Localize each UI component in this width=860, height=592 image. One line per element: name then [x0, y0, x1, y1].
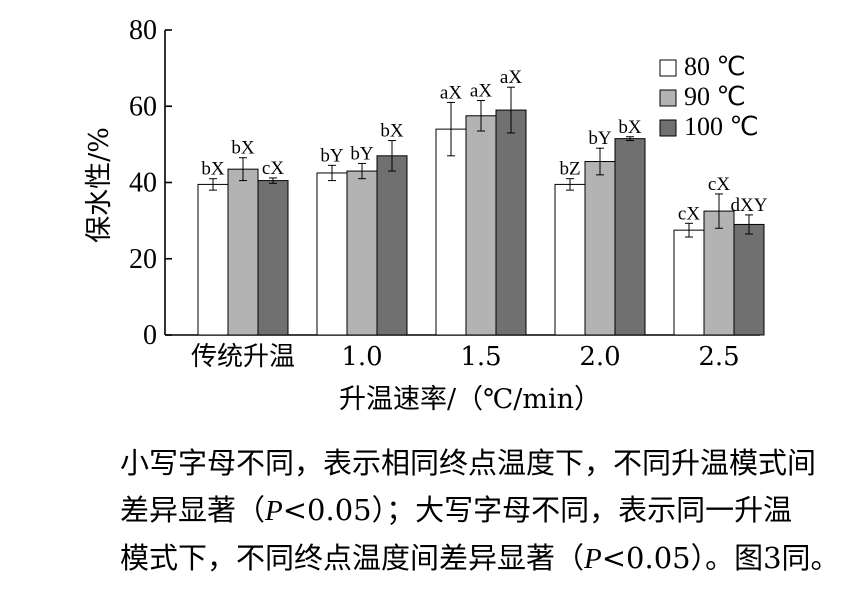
- bar: [197, 183, 229, 336]
- x-tick-label: 1.0: [341, 342, 382, 372]
- significance-label: bY: [350, 143, 374, 164]
- bar: [584, 161, 616, 336]
- legend-label: 90 ℃: [684, 82, 746, 111]
- bar: [376, 155, 408, 336]
- significance-label: bX: [201, 159, 225, 180]
- significance-label: bX: [618, 117, 642, 138]
- legend-swatch: [659, 59, 677, 77]
- legend-swatch: [659, 119, 677, 137]
- bar: [465, 115, 497, 336]
- x-tick-label: 2.5: [698, 342, 739, 372]
- significance-label: cX: [708, 174, 730, 195]
- footnote-line-3: 模式下，不同终点温度间差异显著（P<0.05）。图3同。: [120, 535, 840, 583]
- x-tick-label: 传统升温: [191, 342, 295, 372]
- legend-label: 80 ℃: [684, 52, 746, 81]
- footnote-line-2-p: P: [265, 495, 283, 527]
- footnote-line-1: 小写字母不同，表示相同终点温度下，不同升温模式间: [120, 440, 840, 487]
- x-tick-label: 1.5: [460, 342, 501, 372]
- bar: [673, 229, 705, 336]
- bar: [703, 210, 735, 336]
- y-tick-label: 80: [129, 15, 157, 46]
- y-tick-label: 60: [129, 91, 157, 122]
- legend-swatch: [659, 89, 677, 107]
- y-axis-label: 保水性/%: [84, 127, 115, 243]
- bar: [554, 183, 586, 336]
- y-tick-label: 40: [129, 168, 157, 199]
- x-tick-label: 2.0: [579, 342, 620, 372]
- significance-label: cX: [678, 203, 700, 224]
- significance-label: bX: [380, 121, 404, 142]
- footnote-line-2: 差异显著（P<0.05）；大写字母不同，表示同一升温: [120, 487, 840, 535]
- significance-label: bY: [588, 128, 612, 149]
- footnote: 小写字母不同，表示相同终点温度下，不同升温模式间 差异显著（P<0.05）；大写…: [120, 440, 840, 583]
- footnote-line-1-text: 小写字母不同，表示相同终点温度下，不同升温模式间: [120, 446, 817, 480]
- bar: [257, 180, 289, 336]
- footnote-line-3-p: P: [584, 543, 602, 575]
- axes: 0 20 40 60 80 传统升温 1.0 1.5 2.0 2.5: [129, 15, 760, 372]
- bar: [495, 109, 527, 336]
- bar: [435, 128, 467, 336]
- x-axis-label: 升温速率/（℃/min）: [339, 384, 601, 415]
- significance-label: cX: [262, 158, 284, 179]
- significance-label: bY: [320, 145, 344, 166]
- significance-label: aX: [500, 67, 522, 88]
- footnote-line-3-start: 模式下，不同终点温度间差异显著（: [120, 541, 585, 575]
- legend-label: 100 ℃: [684, 112, 759, 141]
- bar: [316, 172, 348, 336]
- footnote-line-2-start: 差异显著（: [120, 493, 266, 527]
- significance-label: aX: [470, 81, 492, 102]
- footnote-line-3-end: <0.05）。图3同。: [601, 541, 840, 575]
- bar: [733, 223, 765, 336]
- significance-label: bZ: [559, 159, 580, 180]
- bar: [614, 138, 646, 336]
- significance-label: aX: [440, 82, 462, 103]
- bar-chart: 0 20 40 60 80 传统升温 1.0 1.5 2.0 2.5 bX bX cX bY bY bX aX…: [84, 15, 768, 415]
- bar: [227, 168, 259, 336]
- bar: [346, 170, 378, 336]
- significance-label: bX: [231, 138, 255, 159]
- y-tick-label: 0: [143, 320, 157, 351]
- footnote-line-2-end: <0.05）；大写字母不同，表示同一升温: [282, 493, 793, 527]
- significance-label: dXY: [731, 195, 768, 216]
- y-tick-label: 20: [129, 244, 157, 275]
